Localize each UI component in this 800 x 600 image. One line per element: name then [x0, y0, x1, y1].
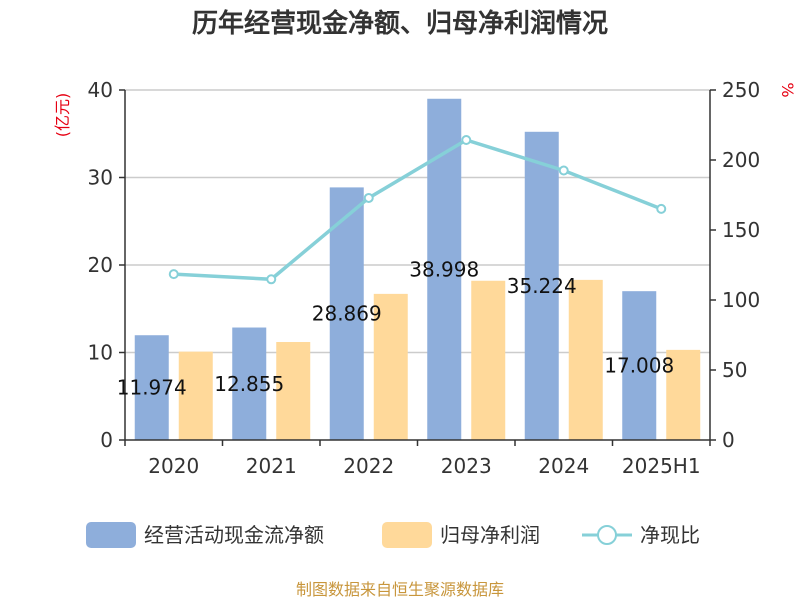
line-point: [558, 165, 569, 176]
line-path: [173, 138, 662, 282]
source-note: 制图数据来自恒生聚源数据库: [296, 580, 504, 599]
bar-netprofit: [178, 351, 213, 440]
right-tick-label: 250: [722, 78, 760, 102]
left-axis-unit: (亿元): [53, 93, 72, 138]
left-tick-label: 20: [88, 253, 113, 277]
left-tick-label: 40: [88, 78, 113, 102]
bar-cashflow: [329, 187, 364, 440]
x-tick-label: 2024: [538, 454, 589, 478]
legend-marker: [597, 525, 617, 545]
x-tick-label: 2023: [441, 454, 492, 478]
line-point: [656, 203, 667, 214]
right-tick-label: 100: [722, 288, 760, 312]
bar-cashflow: [622, 291, 657, 440]
bar-cashflow: [427, 98, 462, 440]
line-point: [363, 192, 374, 203]
right-tick-label: 200: [722, 148, 760, 172]
bar-cashflow: [134, 335, 169, 440]
left-tick-label: 0: [100, 428, 113, 452]
data-labels: 11.974 12.855 28.869 38.998 35.224 17.008: [117, 257, 674, 399]
left-tick-label: 10: [88, 341, 113, 365]
data-label: 17.008: [604, 354, 674, 378]
legend-label: 经营活动现金流净额: [144, 523, 324, 547]
bar-netprofit: [471, 280, 506, 440]
chart-title: 历年经营现金净额、归母净利润情况: [192, 8, 608, 39]
bar-netprofit: [568, 279, 603, 440]
x-tick-label: 2022: [343, 454, 394, 478]
legend-label: 净现比: [640, 523, 700, 547]
right-tick-label: 150: [722, 218, 760, 242]
legend-swatch: [382, 522, 432, 548]
x-tick-label: 2020: [148, 454, 199, 478]
left-tick-label: 30: [88, 166, 113, 190]
bar-cashflow: [524, 131, 559, 441]
data-label: 38.998: [409, 257, 479, 281]
legend-label: 归母净利润: [440, 523, 540, 547]
legend-swatch: [86, 522, 136, 548]
x-tick-label: 2025H1: [622, 454, 701, 478]
bar-netprofit: [666, 349, 701, 440]
bar-cashflow: [232, 327, 267, 440]
gridlines: [125, 89, 710, 354]
x-tick-label: 2021: [246, 454, 297, 478]
data-label: 12.855: [214, 372, 284, 396]
data-label: 28.869: [312, 302, 382, 326]
data-label: 11.974: [117, 376, 187, 400]
axes: 0 10 20 30 40 0 50 100 150 200 250 2020 2021 2022 2023…: [88, 78, 761, 478]
line-series: [168, 134, 667, 285]
line-point: [168, 269, 179, 280]
line-point: [266, 274, 277, 285]
right-axis-unit: %: [778, 82, 797, 97]
bar-series: [134, 98, 701, 441]
bar-netprofit: [373, 293, 408, 440]
right-tick-label: 0: [722, 428, 735, 452]
line-point: [461, 134, 472, 145]
bar-netprofit: [276, 342, 311, 440]
legend: 经营活动现金流净额 归母净利润 净现比: [86, 522, 700, 548]
right-tick-label: 50: [722, 358, 747, 382]
data-label: 35.224: [507, 274, 577, 298]
